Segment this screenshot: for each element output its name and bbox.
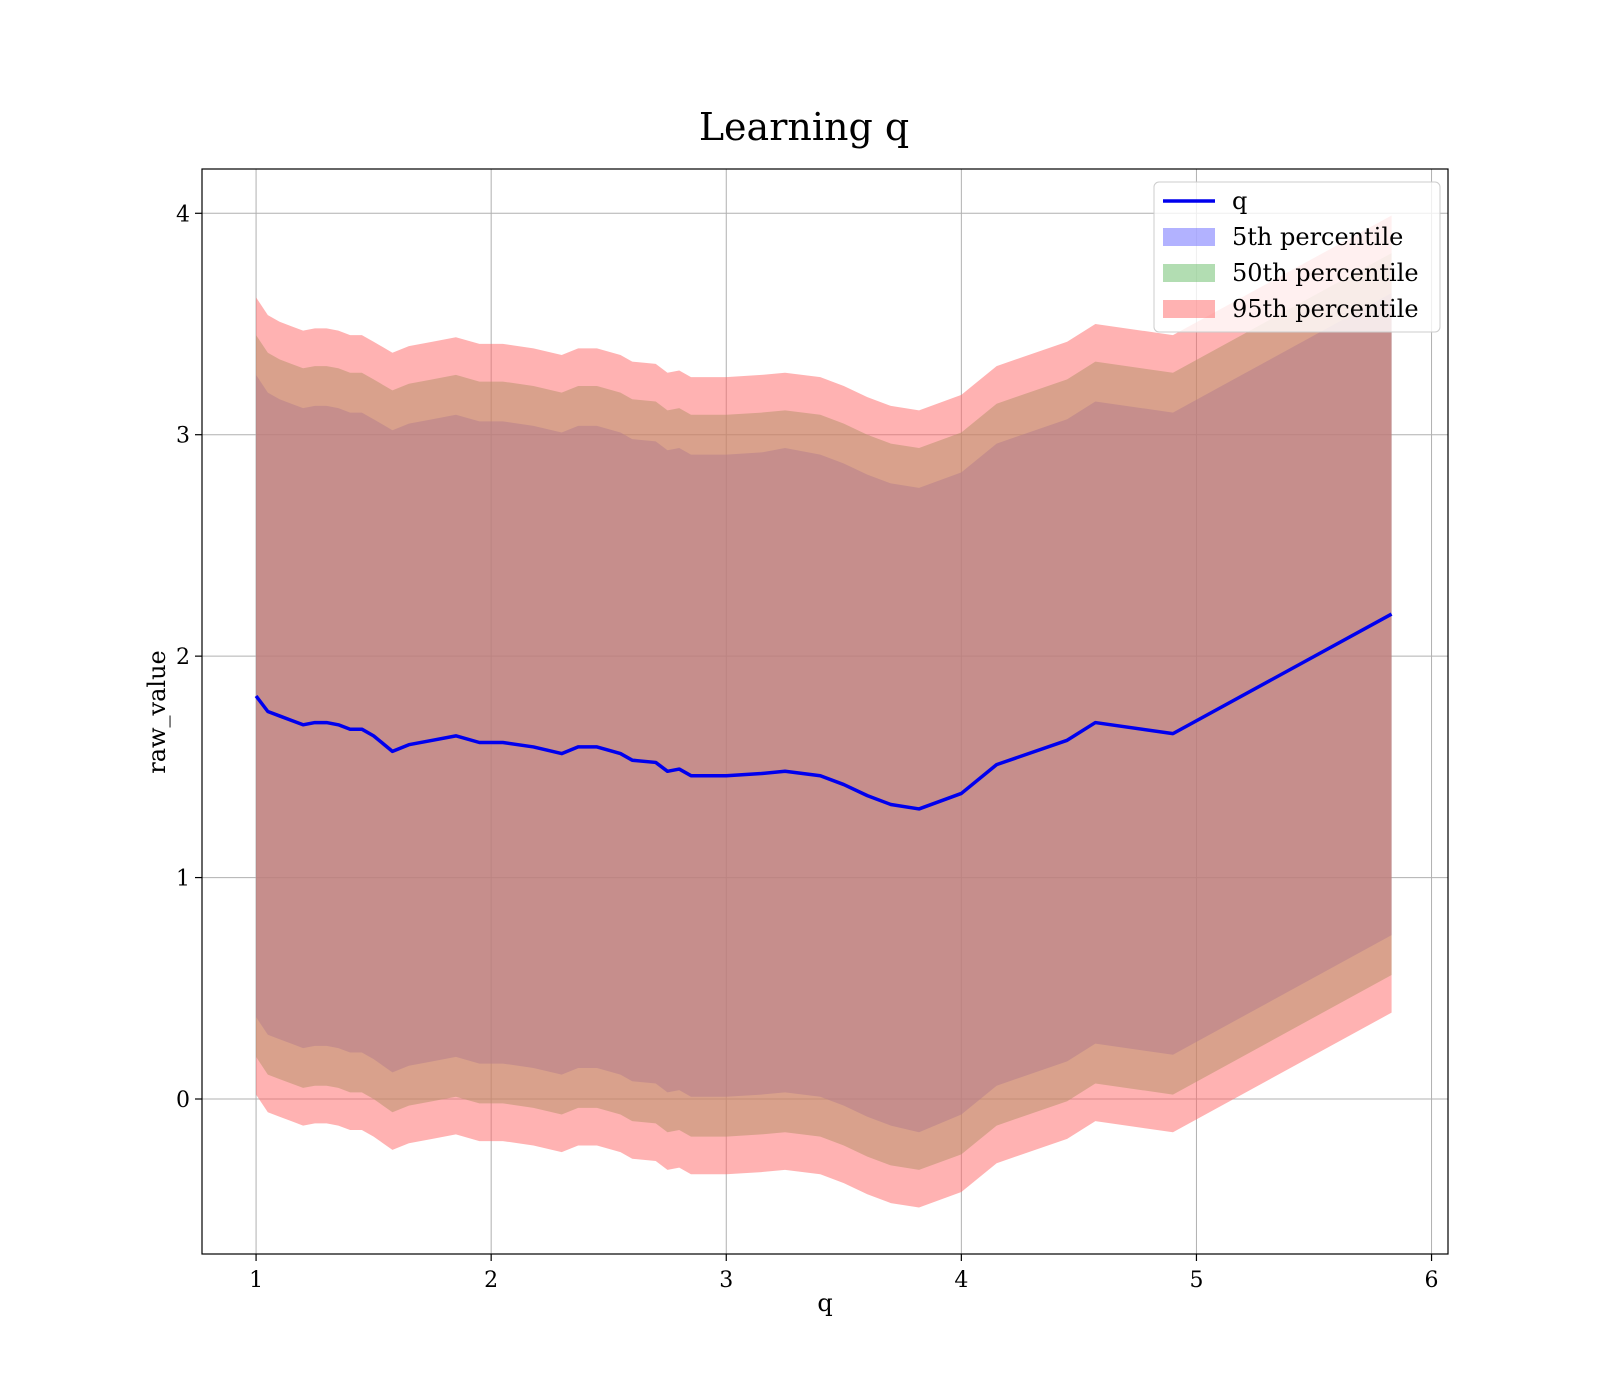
x-tick-label: 5 — [1189, 1268, 1203, 1293]
x-tick-label: 6 — [1425, 1268, 1439, 1293]
y-axis-ticks: 0 1 2 3 4 — [176, 202, 202, 1113]
legend-label-3: 95th percentile — [1232, 295, 1419, 323]
band-3 — [256, 215, 1392, 1208]
legend-box — [1153, 181, 1441, 333]
series-line-0 — [254, 612, 1393, 811]
chart-title: Learning q — [699, 105, 909, 149]
y-tick-label: 0 — [176, 1088, 190, 1113]
x-axis-label: q — [817, 1289, 832, 1317]
x-tick-label: 4 — [954, 1268, 968, 1293]
plot-frame — [201, 168, 1449, 1255]
percentile-bands — [256, 215, 1392, 1208]
y-tick-label: 2 — [176, 645, 190, 670]
x-tick-label: 3 — [719, 1268, 733, 1293]
x-axis-ticks: 1 2 3 4 5 6 — [249, 1254, 1439, 1293]
x-tick-label: 1 — [249, 1268, 263, 1293]
legend-swatch-2 — [1163, 264, 1215, 282]
y-tick-label: 3 — [176, 424, 190, 449]
legend-label-1: 5th percentile — [1232, 223, 1403, 251]
y-tick-label: 1 — [176, 867, 190, 892]
legend: q 5th percentile 50th percentile 95th perce… — [1153, 181, 1441, 333]
series-lines — [254, 612, 1393, 811]
legend-swatch-3 — [1163, 300, 1215, 318]
legend-swatch-1 — [1163, 228, 1215, 246]
x-tick-label: 2 — [484, 1268, 498, 1293]
y-tick-label: 4 — [176, 202, 190, 227]
y-axis-label: raw_value — [143, 650, 171, 774]
legend-label-2: 50th percentile — [1232, 259, 1419, 287]
legend-label-0: q — [1232, 187, 1247, 215]
